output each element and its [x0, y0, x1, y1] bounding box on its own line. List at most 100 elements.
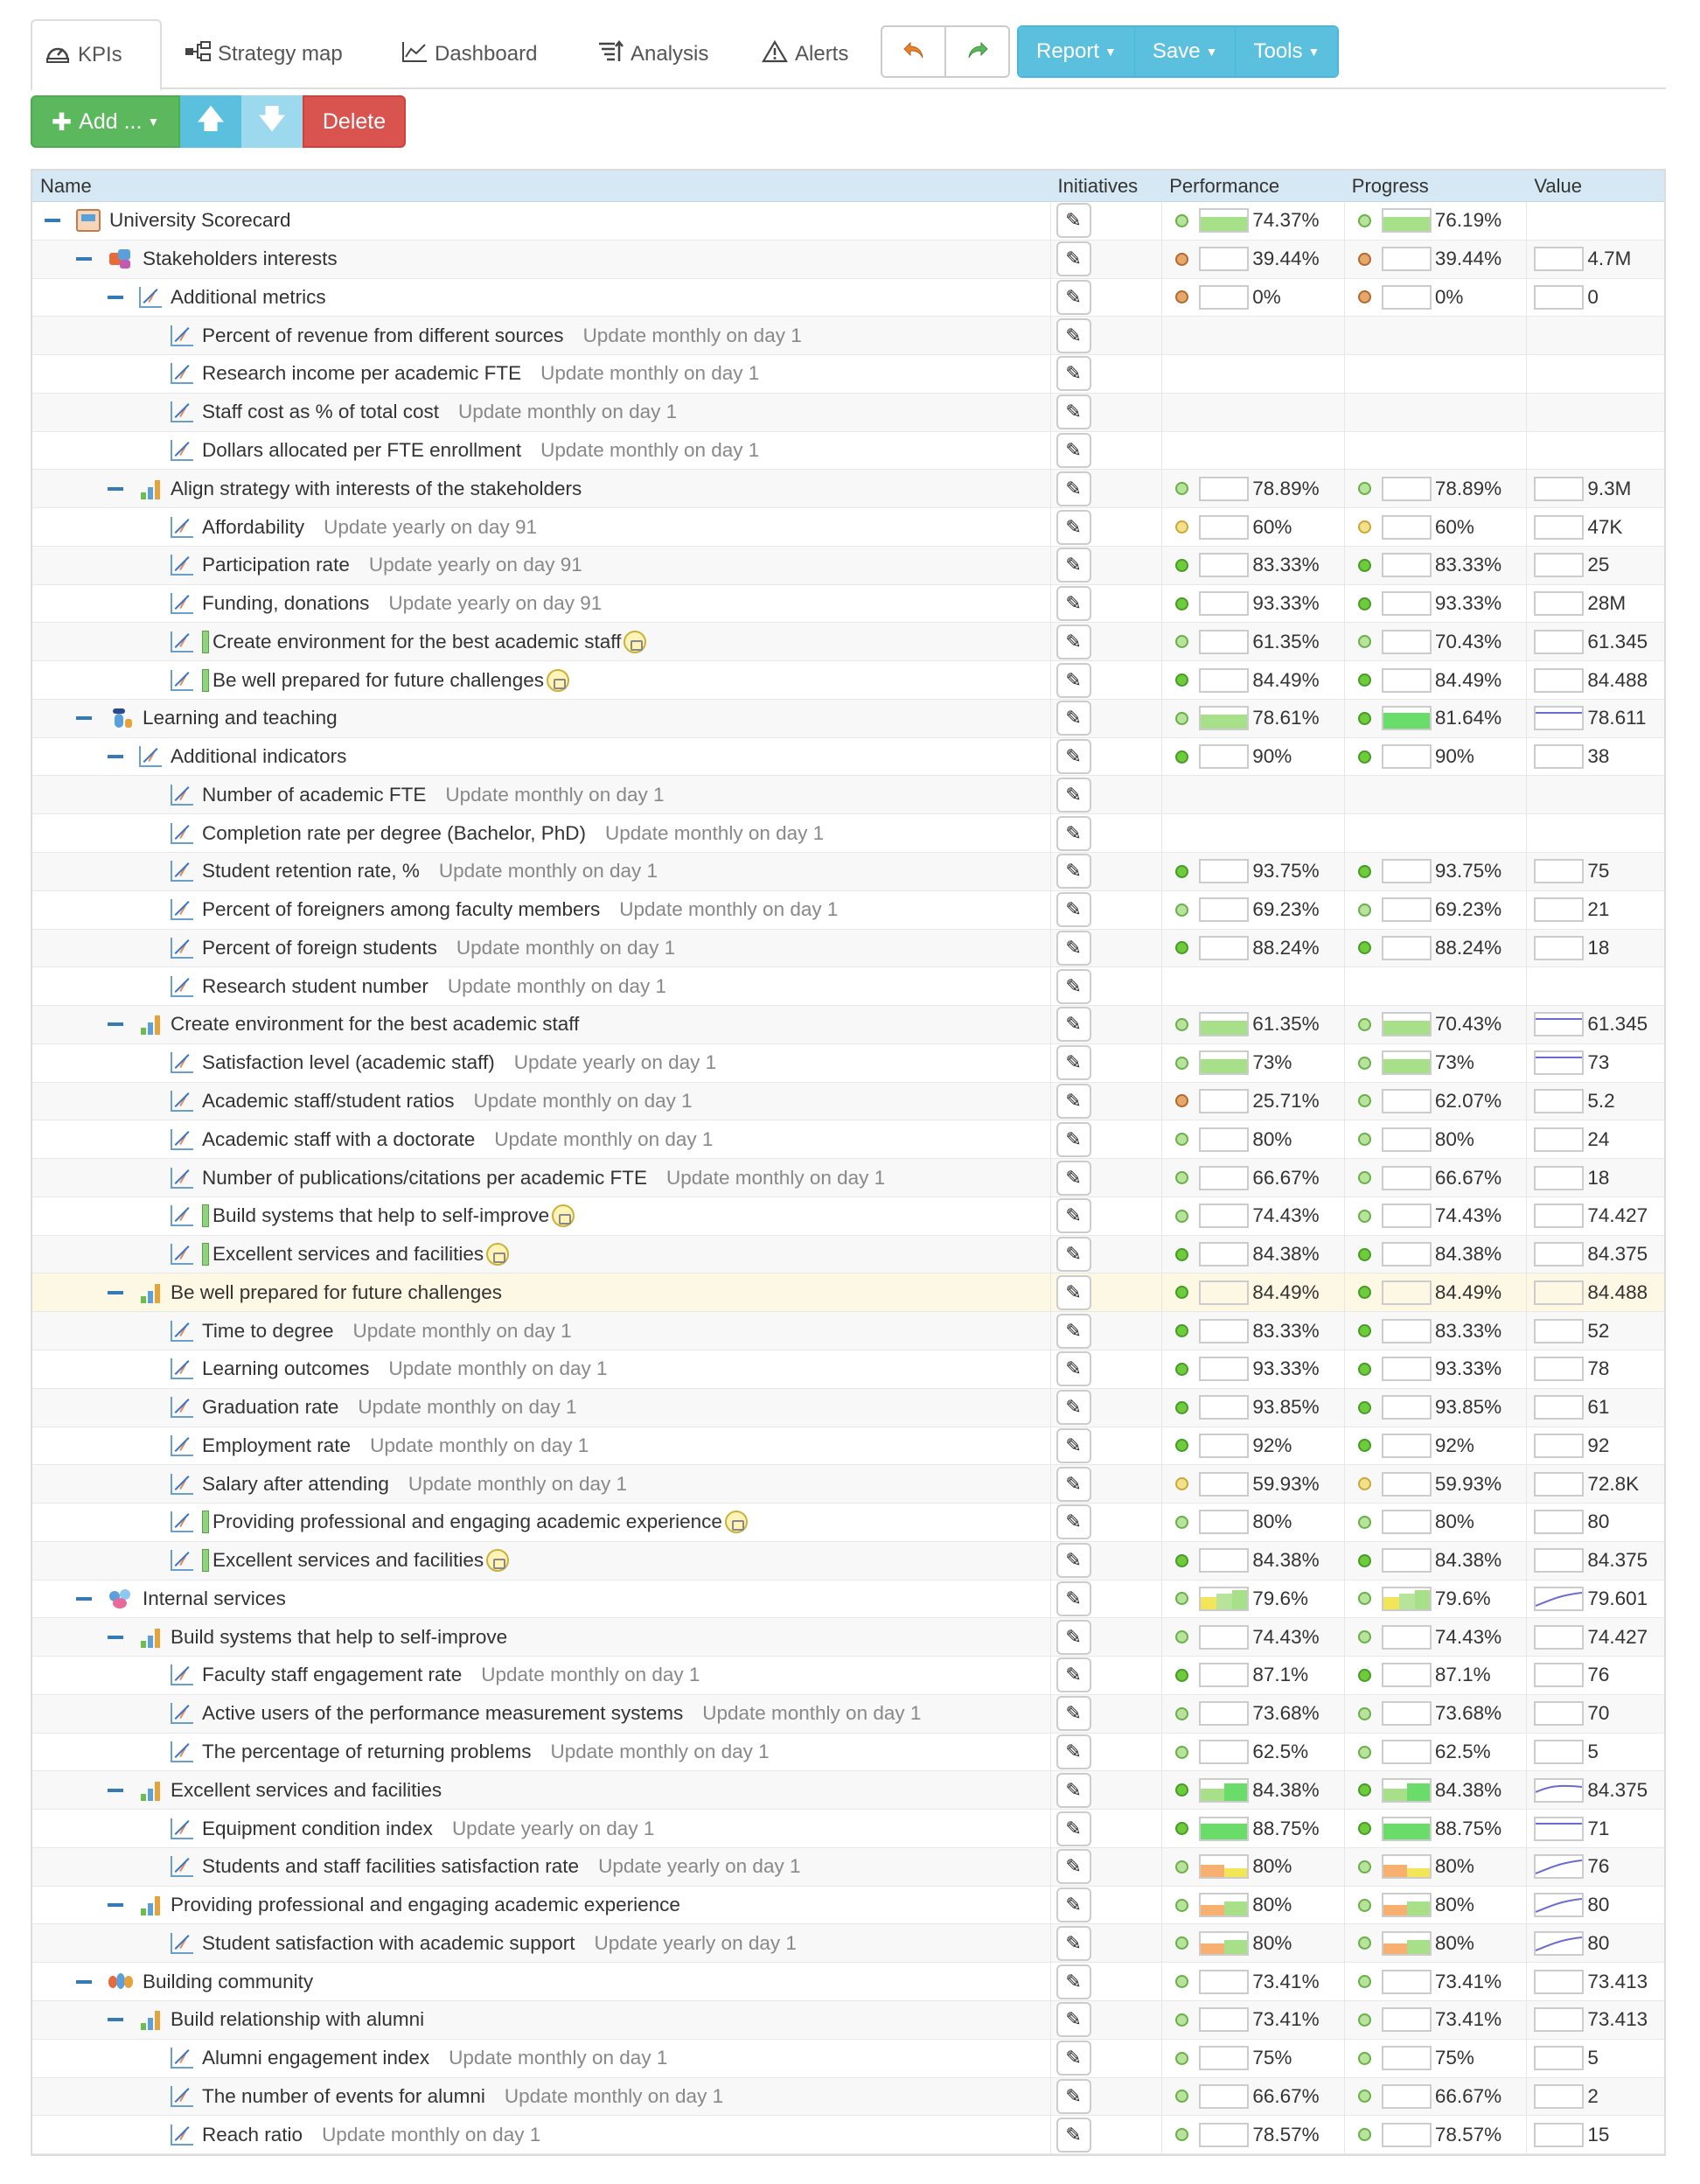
collapse-toggle[interactable] [108, 1788, 123, 1792]
table-row[interactable]: Student satisfaction with academic suppo… [32, 1924, 1664, 1964]
collapse-toggle[interactable] [45, 219, 60, 223]
table-row[interactable]: Learning outcomes Update monthly on day 1… [32, 1350, 1664, 1389]
table-row[interactable]: Excellent services and facilities ✎ 84.38%… [32, 1235, 1664, 1274]
table-row[interactable]: Staff cost as % of total cost Update mont… [32, 393, 1664, 432]
collapse-toggle[interactable] [76, 716, 92, 721]
edit-initiatives-button[interactable]: ✎ [1056, 854, 1091, 890]
row-label[interactable]: Percent of foreigners among faculty memb… [202, 898, 601, 921]
edit-initiatives-button[interactable]: ✎ [1056, 815, 1091, 851]
save-menu-button[interactable]: Save ▼ [1133, 27, 1236, 76]
add-button[interactable]: ✚ Add ... ▼ [31, 95, 180, 148]
edit-initiatives-button[interactable]: ✎ [1056, 1543, 1091, 1579]
table-row[interactable]: Excellent services and facilities ✎ 84.38%… [32, 1771, 1664, 1811]
table-row[interactable]: Funding, donations Update yearly on day 9… [32, 584, 1664, 624]
edit-initiatives-button[interactable]: ✎ [1056, 471, 1091, 506]
row-label[interactable]: Research income per academic FTE [202, 362, 522, 385]
row-label[interactable]: Completion rate per degree (Bachelor, Ph… [202, 821, 586, 844]
row-label[interactable]: Be well prepared for future challenges [171, 1280, 502, 1303]
edit-initiatives-button[interactable]: ✎ [1056, 1313, 1091, 1349]
table-row[interactable]: Be well prepared for future challenges ✎ 8… [32, 1273, 1664, 1313]
edit-initiatives-button[interactable]: ✎ [1056, 1390, 1091, 1426]
table-row[interactable]: Active users of the performance measurem… [32, 1694, 1664, 1734]
row-label[interactable]: Time to degree [202, 1319, 334, 1342]
table-row[interactable]: Graduation rate Update monthly on day 1 ✎ 9… [32, 1388, 1664, 1427]
edit-initiatives-button[interactable]: ✎ [1056, 892, 1091, 928]
table-row[interactable]: Build systems that help to self-improve ✎… [32, 1197, 1664, 1236]
table-row[interactable]: Additional metrics ✎ 0% 0% 0 [32, 278, 1664, 317]
row-label[interactable]: Equipment condition index [202, 1817, 433, 1839]
row-label[interactable]: The number of events for alumni [202, 2084, 485, 2107]
row-label[interactable]: Student retention rate, % [202, 860, 420, 883]
tab-alerts[interactable]: Alerts [749, 19, 860, 89]
table-row[interactable]: Percent of foreigners among faculty memb… [32, 890, 1664, 930]
table-row[interactable]: Internal services ✎ 79.6% 79.6% 79.601 [32, 1580, 1664, 1619]
row-label[interactable]: Excellent services and facilities [212, 1243, 484, 1266]
edit-initiatives-button[interactable]: ✎ [1056, 432, 1091, 468]
row-label[interactable]: Participation rate [202, 554, 350, 576]
row-label[interactable]: Excellent services and facilities [212, 1549, 484, 1572]
column-header-value[interactable]: Value [1534, 174, 1582, 197]
tab-dashboard[interactable]: Dashboard [389, 19, 549, 89]
row-label[interactable]: Percent of foreign students [202, 936, 437, 959]
collapse-toggle[interactable] [108, 1290, 123, 1294]
table-row[interactable]: Additional indicators ✎ 90% 90% 38 [32, 737, 1664, 777]
table-row[interactable]: Employment rate Update monthly on day 1 ✎ 9… [32, 1427, 1664, 1466]
table-row[interactable]: The percentage of returning problems Upda… [32, 1733, 1664, 1772]
edit-initiatives-button[interactable]: ✎ [1056, 1007, 1091, 1043]
row-label[interactable]: University Scorecard [109, 209, 291, 232]
tools-menu-button[interactable]: Tools ▼ [1235, 27, 1338, 76]
row-label[interactable]: Academic staff/student ratios [202, 1089, 455, 1112]
move-up-button[interactable]: 🡅 [180, 95, 241, 148]
collapse-toggle[interactable] [76, 1979, 92, 1984]
row-label[interactable]: Create environment for the best academic… [171, 1013, 580, 1036]
edit-initiatives-button[interactable]: ✎ [1056, 1083, 1091, 1119]
table-row[interactable]: Create environment for the best academic… [32, 623, 1664, 662]
table-row[interactable]: Be well prepared for future challenges ✎ 8… [32, 661, 1664, 700]
table-row[interactable]: Learning and teaching ✎ 78.61% 81.64% 78.611 [32, 699, 1664, 738]
table-row[interactable]: Create environment for the best academic… [32, 1006, 1664, 1044]
row-label[interactable]: Alumni engagement index [202, 2047, 430, 2069]
table-row[interactable]: Time to degree Update monthly on day 1 ✎ 83… [32, 1312, 1664, 1350]
table-row[interactable]: Dollars allocated per FTE enrollment Upda… [32, 431, 1664, 471]
edit-initiatives-button[interactable]: ✎ [1056, 241, 1091, 277]
edit-initiatives-button[interactable]: ✎ [1056, 1657, 1091, 1693]
row-label[interactable]: Build relationship with alumni [171, 2008, 425, 2031]
table-row[interactable]: Building community ✎ 73.41% 73.41% 73.413 [32, 1963, 1664, 2001]
row-label[interactable]: Reach ratio [202, 2123, 303, 2146]
collapse-toggle[interactable] [108, 295, 123, 299]
collapse-toggle[interactable] [108, 1635, 123, 1639]
row-label[interactable]: Salary after attending [202, 1472, 389, 1495]
redo-button[interactable] [944, 27, 1008, 76]
edit-initiatives-button[interactable]: ✎ [1056, 1619, 1091, 1655]
table-row[interactable]: Align strategy with interests of the sta… [32, 470, 1664, 509]
collapse-toggle[interactable] [76, 1596, 92, 1601]
edit-initiatives-button[interactable]: ✎ [1056, 777, 1091, 813]
edit-initiatives-button[interactable]: ✎ [1056, 1696, 1091, 1732]
edit-initiatives-button[interactable]: ✎ [1056, 2002, 1091, 2038]
edit-initiatives-button[interactable]: ✎ [1056, 279, 1091, 315]
table-row[interactable]: Alumni engagement index Update monthly on… [32, 2039, 1664, 2078]
move-down-button[interactable]: 🡇 [241, 95, 303, 148]
row-label[interactable]: Faculty staff engagement rate [202, 1664, 463, 1686]
row-label[interactable]: Employment rate [202, 1434, 352, 1456]
edit-initiatives-button[interactable]: ✎ [1056, 2117, 1091, 2153]
row-label[interactable]: Satisfaction level (academic staff) [202, 1051, 495, 1074]
table-row[interactable]: Faculty staff engagement rate Update mont… [32, 1657, 1664, 1695]
table-row[interactable]: Providing professional and engaging acad… [32, 1886, 1664, 1925]
edit-initiatives-button[interactable]: ✎ [1056, 1466, 1091, 1502]
edit-initiatives-button[interactable]: ✎ [1056, 1887, 1091, 1923]
edit-initiatives-button[interactable]: ✎ [1056, 1121, 1091, 1157]
row-label[interactable]: Staff cost as % of total cost [202, 401, 439, 423]
edit-initiatives-button[interactable]: ✎ [1056, 968, 1091, 1004]
column-header-performance[interactable]: Performance [1169, 174, 1280, 197]
edit-initiatives-button[interactable]: ✎ [1056, 2041, 1091, 2076]
table-row[interactable]: Students and staff facilities satisfacti… [32, 1847, 1664, 1887]
table-row[interactable]: Academic staff/student ratios Update mont… [32, 1082, 1664, 1121]
delete-button[interactable]: Delete [303, 95, 406, 148]
edit-initiatives-button[interactable]: ✎ [1056, 509, 1091, 545]
row-label[interactable]: Learning and teaching [143, 707, 338, 729]
row-label[interactable]: Percent of revenue from different source… [202, 324, 564, 346]
collapse-toggle[interactable] [108, 2018, 123, 2022]
edit-initiatives-button[interactable]: ✎ [1056, 203, 1091, 239]
row-label[interactable]: Graduation rate [202, 1396, 339, 1419]
